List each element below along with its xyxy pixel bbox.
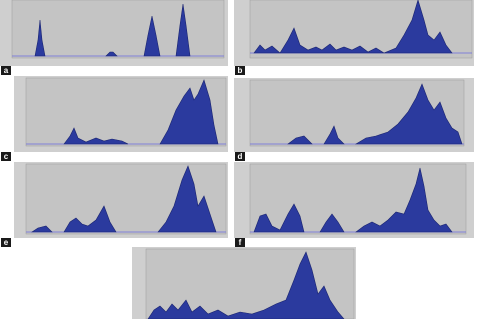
- panel: b: [234, 0, 474, 75]
- peaks: [63, 79, 219, 145]
- panel-label: e: [4, 238, 9, 247]
- peaks: [147, 251, 345, 319]
- peaks: [253, 0, 453, 54]
- panel-tag: [1, 238, 11, 247]
- peaks: [34, 3, 191, 57]
- panel-tag: [235, 152, 245, 161]
- panel-label: a: [4, 66, 9, 75]
- panel-tag: [235, 66, 245, 75]
- panel-tag: [1, 66, 11, 75]
- panel: e: [1, 162, 228, 247]
- panel-tag: [1, 152, 11, 161]
- panel: d: [234, 78, 474, 161]
- panel-label: f: [239, 238, 242, 247]
- panel-label: c: [4, 152, 9, 161]
- panel-label: d: [238, 152, 243, 161]
- peaks: [253, 167, 453, 233]
- panel: c: [1, 76, 228, 161]
- peaks: [287, 83, 463, 145]
- panel: a: [0, 0, 228, 75]
- panel: [132, 247, 356, 319]
- peaks: [31, 165, 217, 233]
- panel-tag: [235, 238, 245, 247]
- panel: f: [234, 162, 474, 247]
- panel-label: b: [238, 66, 243, 75]
